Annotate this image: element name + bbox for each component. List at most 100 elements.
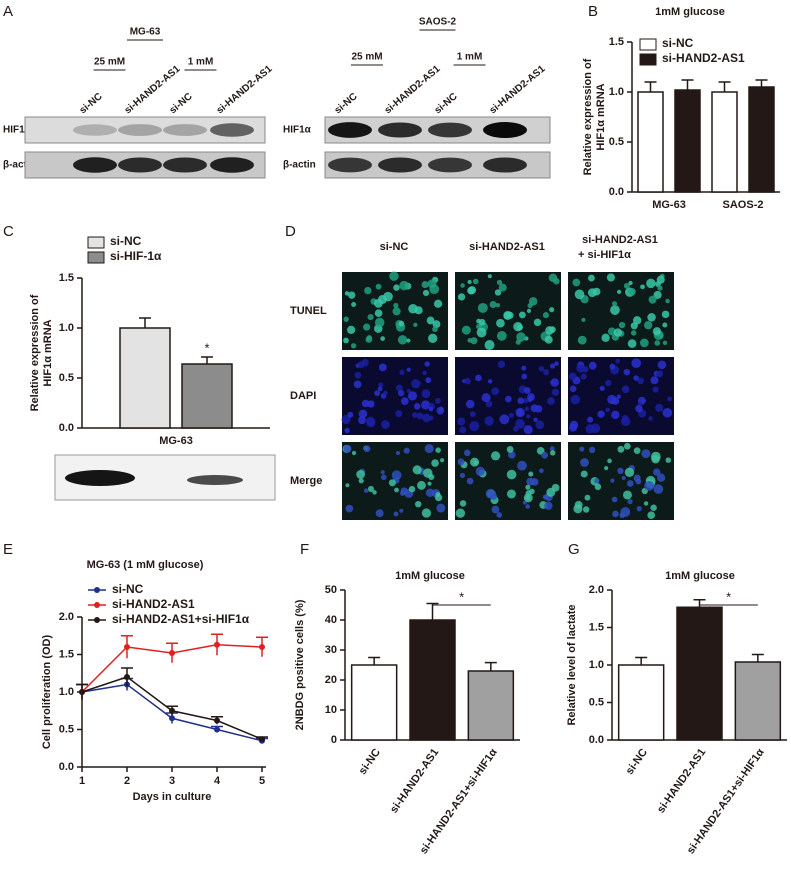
cell bbox=[489, 300, 497, 308]
cell bbox=[358, 409, 368, 419]
cell bbox=[422, 413, 431, 423]
point bbox=[124, 674, 130, 680]
cell bbox=[569, 385, 577, 393]
y-tick-label: 20 bbox=[325, 674, 337, 686]
blot-band bbox=[378, 122, 422, 138]
cell bbox=[497, 360, 506, 369]
cell bbox=[613, 328, 623, 337]
y-axis-label: Relative expression of bbox=[582, 58, 594, 175]
cell bbox=[650, 376, 659, 385]
cell bbox=[429, 284, 440, 295]
cell bbox=[374, 317, 385, 328]
blot-title: MG-63 bbox=[130, 27, 161, 38]
cell bbox=[434, 397, 441, 404]
cell bbox=[363, 323, 371, 331]
cell bbox=[533, 417, 538, 423]
panel-label: B bbox=[588, 3, 598, 20]
cell bbox=[607, 458, 612, 464]
blot-band bbox=[118, 124, 162, 136]
x-tick-label: 4 bbox=[214, 775, 221, 787]
cell bbox=[636, 505, 642, 512]
cell bbox=[422, 370, 427, 376]
x-tick-label: si-HAND2-AS1 bbox=[388, 747, 441, 816]
cell bbox=[363, 488, 369, 493]
cell bbox=[414, 306, 423, 315]
cell bbox=[610, 478, 615, 483]
cell bbox=[406, 338, 411, 343]
cell bbox=[633, 447, 641, 455]
cell bbox=[576, 364, 585, 373]
cell bbox=[498, 283, 507, 292]
cell bbox=[656, 473, 666, 482]
cell bbox=[358, 478, 364, 484]
legend-marker bbox=[94, 617, 100, 623]
cell bbox=[606, 273, 616, 282]
legend-label: si-NC bbox=[112, 582, 144, 596]
cell bbox=[662, 340, 668, 346]
cell bbox=[487, 379, 493, 384]
micrograph bbox=[342, 357, 448, 435]
cell bbox=[635, 404, 643, 413]
cell bbox=[459, 472, 466, 479]
cell bbox=[438, 406, 444, 413]
point bbox=[214, 641, 220, 648]
cell bbox=[621, 385, 630, 394]
cell bbox=[647, 511, 656, 520]
cell bbox=[550, 378, 559, 387]
cell bbox=[650, 451, 661, 462]
cell bbox=[495, 302, 501, 308]
cell bbox=[421, 389, 431, 399]
cell bbox=[344, 427, 350, 434]
cell bbox=[391, 470, 402, 481]
cell bbox=[465, 399, 475, 409]
cell bbox=[530, 478, 539, 486]
cell bbox=[491, 451, 501, 461]
cell bbox=[521, 373, 528, 380]
cell bbox=[630, 322, 638, 330]
cell bbox=[380, 470, 385, 475]
cell bbox=[491, 505, 500, 514]
cell bbox=[526, 414, 531, 419]
y-tick-label: 0.0 bbox=[59, 761, 74, 773]
cell bbox=[615, 358, 621, 364]
cell bbox=[503, 311, 512, 320]
legend-label: si-HAND2-AS1 bbox=[112, 597, 195, 611]
cell bbox=[460, 283, 465, 288]
cell bbox=[658, 333, 664, 339]
cell bbox=[475, 466, 485, 477]
y-tick-label: 1.5 bbox=[589, 621, 604, 633]
bar bbox=[467, 670, 515, 741]
point bbox=[214, 726, 220, 733]
bar bbox=[748, 86, 775, 193]
annotation: * bbox=[726, 589, 731, 604]
cell bbox=[623, 368, 631, 376]
cell bbox=[435, 447, 441, 453]
cell bbox=[354, 371, 362, 379]
cell bbox=[366, 335, 373, 341]
cell bbox=[655, 403, 664, 412]
cell bbox=[459, 500, 467, 507]
cell bbox=[526, 308, 532, 313]
blot-band bbox=[210, 123, 254, 137]
cell bbox=[469, 421, 480, 432]
blot-band bbox=[163, 157, 207, 173]
blot-band bbox=[328, 157, 372, 173]
y-tick-label: 0.5 bbox=[609, 136, 624, 148]
blot-band bbox=[65, 470, 135, 486]
cell bbox=[494, 289, 502, 296]
cell bbox=[513, 321, 523, 332]
cell bbox=[624, 467, 635, 478]
y-tick-label: 1.5 bbox=[59, 648, 74, 660]
cell bbox=[496, 512, 503, 518]
cell bbox=[351, 450, 357, 456]
cell bbox=[648, 295, 657, 304]
panel-label: E bbox=[3, 541, 13, 558]
legend-label: si-HIF-1α bbox=[110, 249, 162, 263]
row-label: DAPI bbox=[290, 390, 316, 402]
cell bbox=[524, 406, 529, 411]
cell bbox=[476, 327, 487, 338]
cell bbox=[496, 318, 505, 328]
cell bbox=[617, 445, 625, 453]
cell bbox=[470, 337, 478, 345]
cell bbox=[549, 363, 556, 369]
